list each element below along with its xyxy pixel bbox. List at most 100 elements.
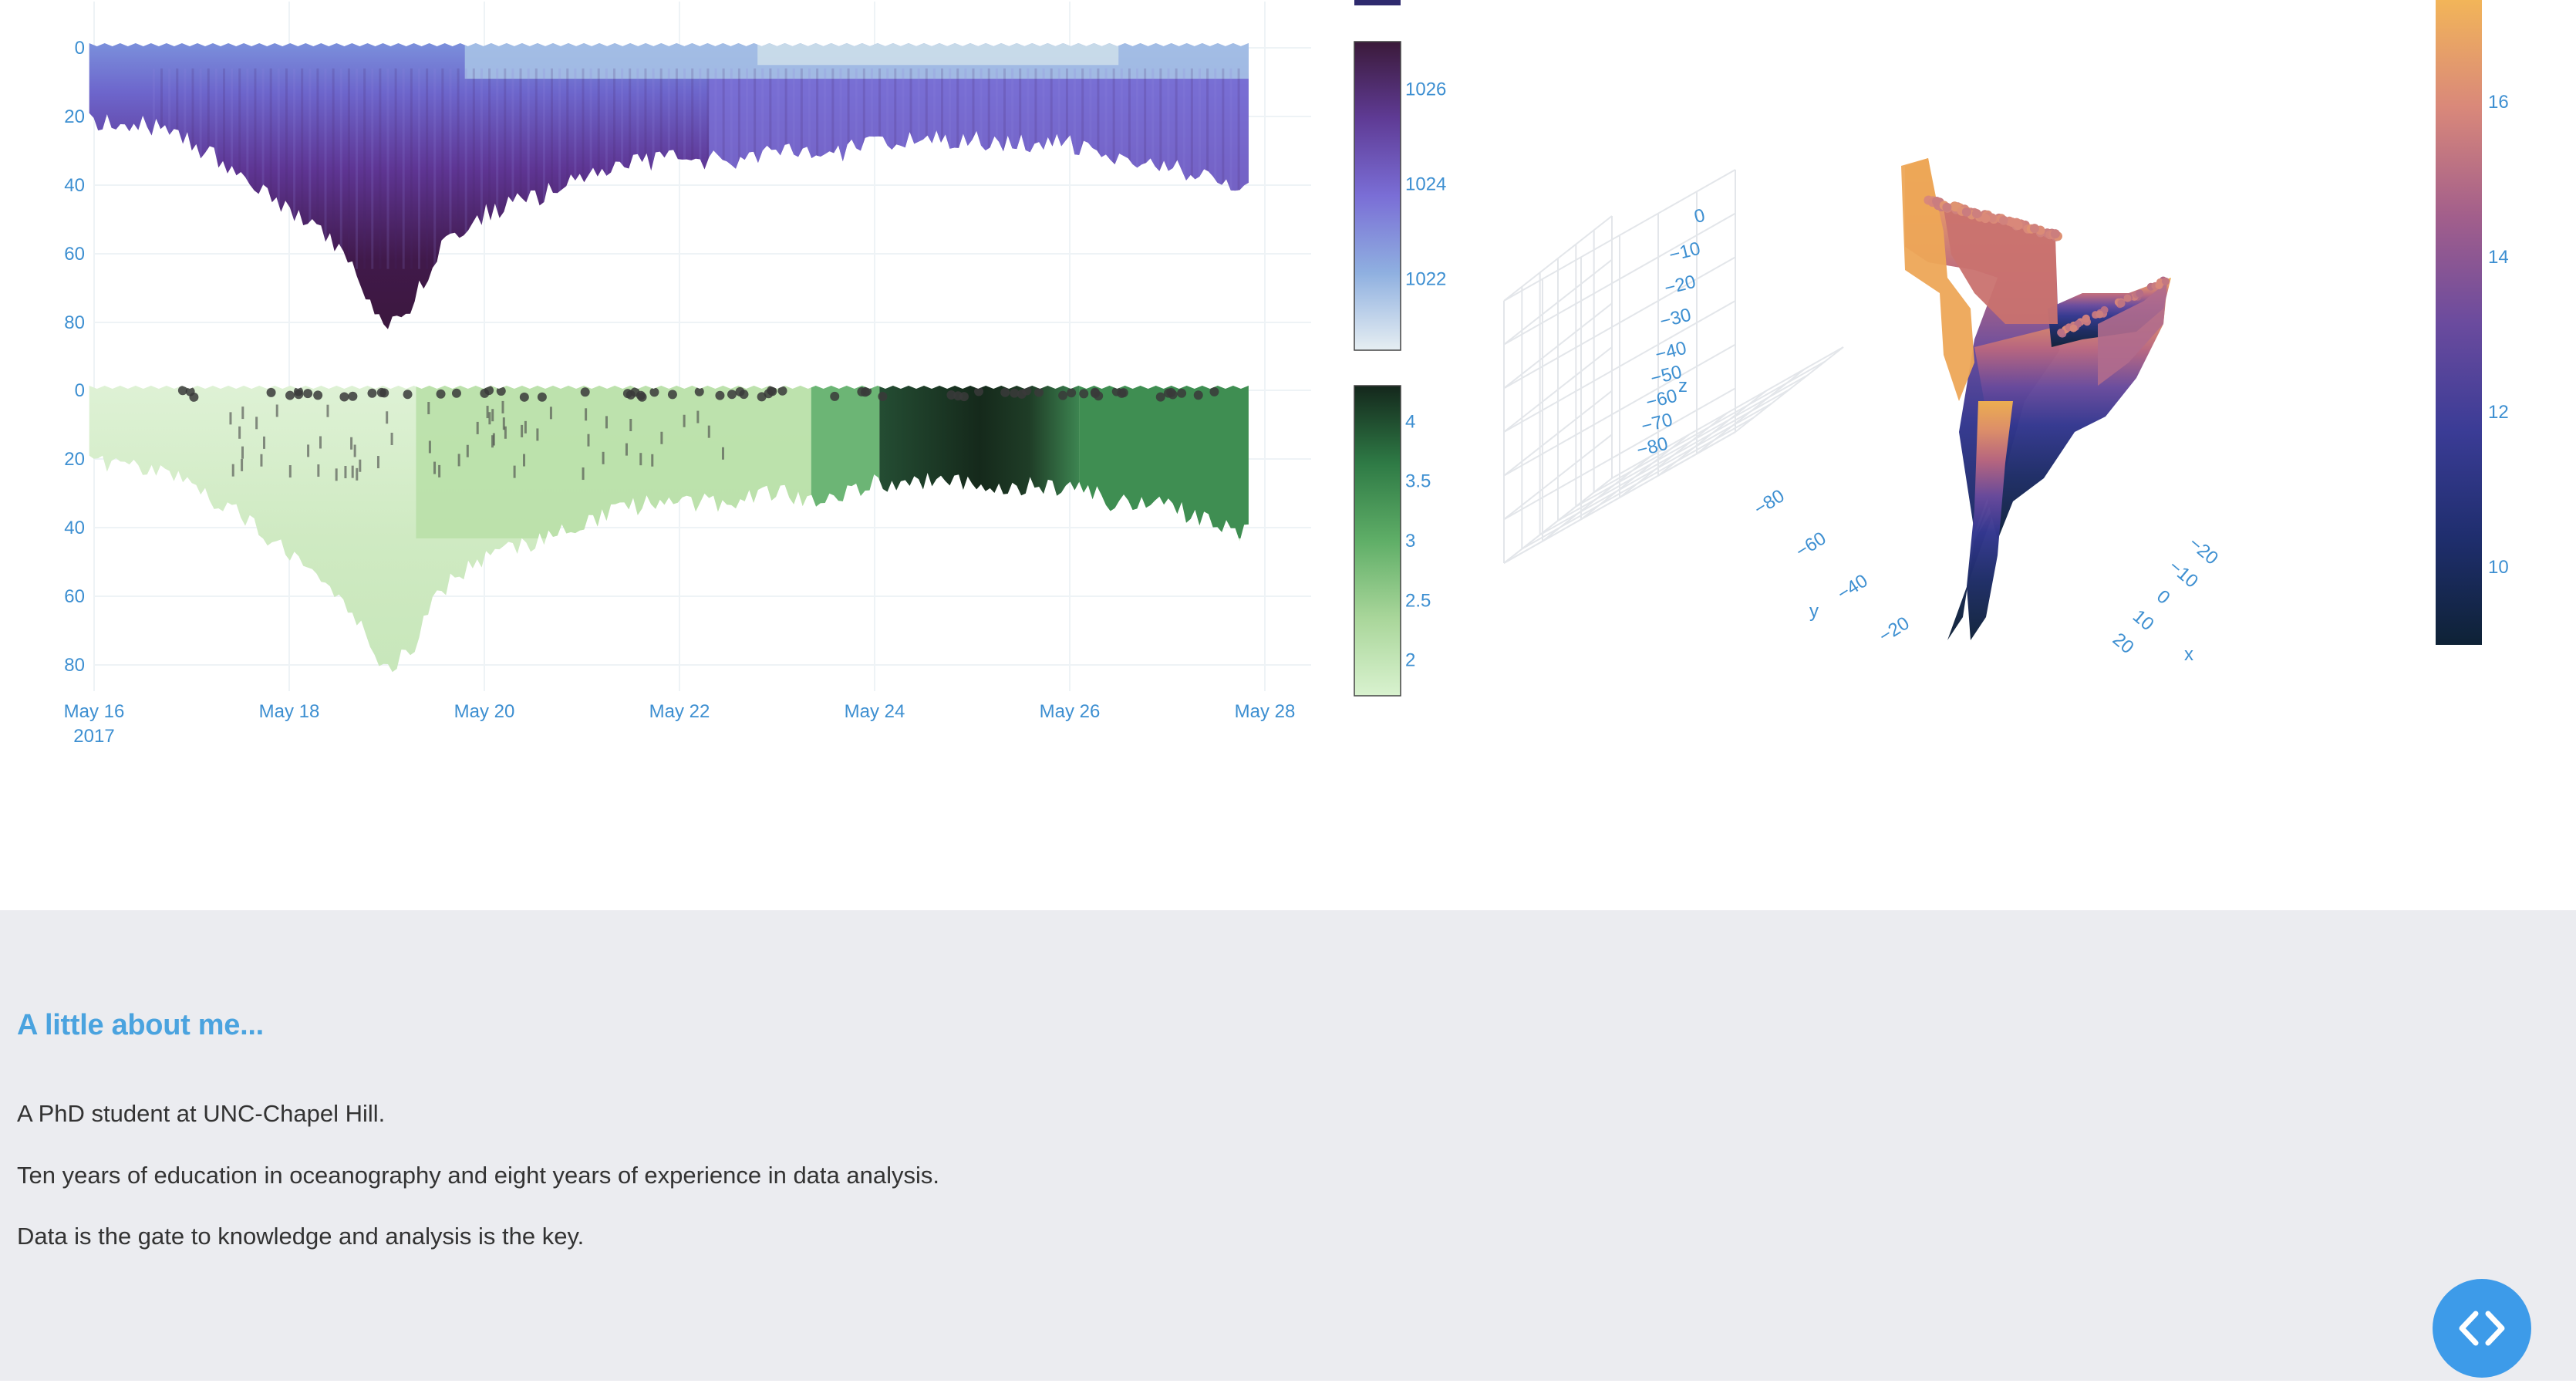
code-toggle-button[interactable] xyxy=(2433,1279,2531,1378)
data-streak xyxy=(659,68,663,269)
data-streak xyxy=(359,459,362,472)
grid-line xyxy=(1503,477,1613,564)
data-streak xyxy=(585,408,588,421)
data-streak xyxy=(987,68,990,269)
data-streak xyxy=(1175,68,1178,269)
data-streak xyxy=(932,68,936,269)
data-dot xyxy=(285,390,295,400)
data-dot xyxy=(519,392,529,402)
x-tick-label: May 28 xyxy=(1235,701,1296,722)
data-streak xyxy=(488,412,491,425)
grid-line xyxy=(1611,346,1844,479)
data-streak xyxy=(675,68,678,269)
data-streak xyxy=(241,458,244,471)
data-streak xyxy=(909,68,912,269)
z-axis-title: z xyxy=(1678,376,1688,396)
data-streak xyxy=(1027,68,1030,269)
data-streak xyxy=(777,68,780,269)
data-streak xyxy=(1182,68,1185,269)
data-streak xyxy=(730,68,733,269)
data-streak xyxy=(504,426,507,439)
data-streak xyxy=(683,414,686,427)
data-streak xyxy=(660,431,663,444)
data-streak xyxy=(1198,68,1201,269)
data-dot xyxy=(436,389,446,399)
x-tick-label: May 22 xyxy=(649,701,710,722)
data-dot xyxy=(348,391,358,401)
plot-area[interactable]: 0 20 40 60 80 1026 1024 1022 0 20 40 60 80 4 3.5 3 2.5 2 M… xyxy=(0,0,2576,910)
data-streak xyxy=(964,68,967,269)
data-band xyxy=(811,386,880,538)
data-streak xyxy=(542,68,545,269)
data-streak xyxy=(1074,68,1077,269)
data-dot xyxy=(303,389,313,399)
y-tick-label: −40 xyxy=(1834,570,1872,604)
x-tick-label: 0 xyxy=(2153,586,2174,609)
about-line-1: A PhD student at UNC-Chapel Hill. xyxy=(17,1100,386,1127)
data-streak xyxy=(426,68,429,269)
data-streak xyxy=(886,68,889,269)
data-streak xyxy=(347,68,350,269)
data-streak xyxy=(894,68,897,269)
data-streak xyxy=(1214,68,1217,269)
data-band xyxy=(1079,386,1249,538)
data-dot xyxy=(1177,388,1187,398)
about-title: A little about me... xyxy=(17,1009,264,1041)
code-icon xyxy=(2459,1311,2505,1346)
data-streak xyxy=(1034,68,1037,269)
data-streak xyxy=(176,68,179,269)
data-dot xyxy=(630,387,640,397)
data-streak xyxy=(1065,68,1068,269)
data-streak xyxy=(1104,68,1108,269)
data-dot xyxy=(637,392,647,402)
data-streak xyxy=(699,68,702,269)
scatter3d-point xyxy=(2161,277,2170,285)
data-streak xyxy=(1011,68,1014,269)
data-streak xyxy=(1042,68,1045,269)
data-streak xyxy=(449,68,452,269)
data-streak xyxy=(582,68,585,269)
y-tick-label: −80 xyxy=(1751,485,1789,519)
grid-line xyxy=(1542,455,1651,542)
data-streak xyxy=(353,444,356,457)
data-streak xyxy=(307,444,310,457)
data-dot xyxy=(1034,387,1044,397)
data-streak xyxy=(168,68,171,269)
scatter3d-point xyxy=(2057,329,2065,337)
data-streak xyxy=(534,68,538,269)
data-streak xyxy=(1003,68,1006,269)
colorbar-3 xyxy=(2436,0,2482,645)
data-streak xyxy=(231,68,234,269)
data-streak xyxy=(754,68,757,269)
data-streak xyxy=(1237,68,1240,269)
data-streak xyxy=(746,68,749,269)
data-streak xyxy=(995,68,998,269)
x-tick-label: 10 xyxy=(2129,606,2158,635)
data-streak xyxy=(319,436,322,449)
data-streak xyxy=(558,68,561,269)
data-streak xyxy=(1167,68,1170,269)
data-streak xyxy=(523,454,526,467)
data-streak xyxy=(238,68,241,269)
data-dot xyxy=(1079,389,1089,399)
colorbar-tick-label: 12 xyxy=(2488,402,2509,423)
data-dot xyxy=(974,386,984,396)
data-streak xyxy=(629,418,632,431)
scatter3d-region xyxy=(1901,158,1974,401)
data-streak xyxy=(706,68,710,269)
data-streak xyxy=(527,68,530,269)
scene-gridlines xyxy=(1503,169,1844,564)
data-streak xyxy=(241,407,244,420)
data-dot xyxy=(1017,389,1027,399)
data-streak xyxy=(1081,68,1084,269)
y-tick-label: 40 xyxy=(64,518,85,538)
y-tick-label: 80 xyxy=(64,655,85,676)
colorbar-1 xyxy=(1354,41,1401,351)
data-dot xyxy=(860,387,870,397)
data-streak xyxy=(521,424,524,437)
data-dot xyxy=(946,390,956,400)
data-streak xyxy=(792,68,795,269)
z-tick-label: −20 xyxy=(1662,272,1698,299)
colorbar-tick-label: 16 xyxy=(2488,92,2509,113)
data-dot xyxy=(649,387,659,397)
